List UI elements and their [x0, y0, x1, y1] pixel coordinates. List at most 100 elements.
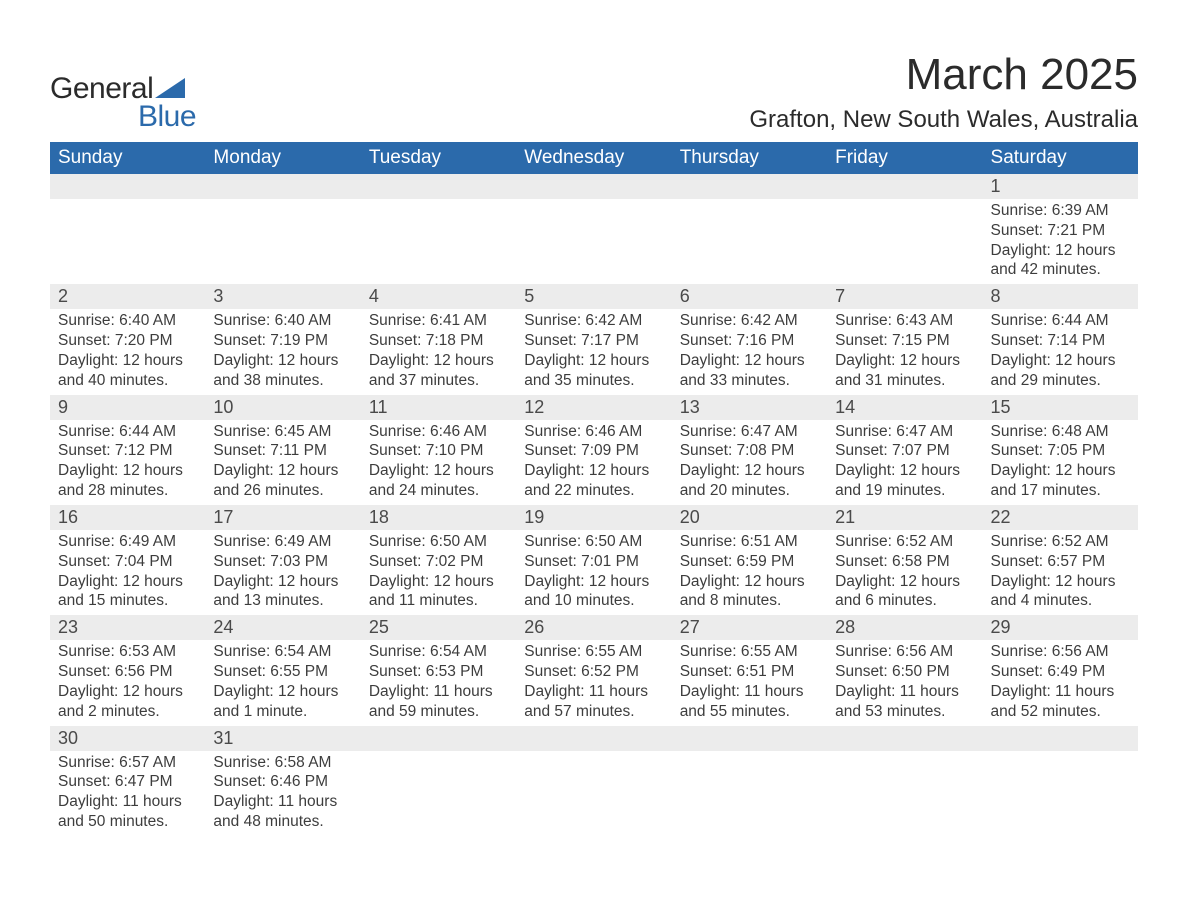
daylight-text: Daylight: 11 hours and 52 minutes.: [991, 682, 1130, 722]
sunrise-text: Sunrise: 6:47 AM: [835, 422, 974, 442]
sunrise-text: Sunrise: 6:44 AM: [58, 422, 197, 442]
day-detail-cell: Sunrise: 6:49 AMSunset: 7:04 PMDaylight:…: [50, 530, 205, 615]
sunset-text: Sunset: 7:11 PM: [213, 441, 352, 461]
weekday-header: Saturday: [983, 142, 1138, 174]
day-number-cell: 29: [983, 615, 1138, 640]
week-detail-row: Sunrise: 6:44 AMSunset: 7:12 PMDaylight:…: [50, 420, 1138, 505]
sunset-text: Sunset: 6:49 PM: [991, 662, 1130, 682]
day-detail-cell: Sunrise: 6:43 AMSunset: 7:15 PMDaylight:…: [827, 309, 982, 394]
day-number-cell: 4: [361, 284, 516, 309]
sunset-text: Sunset: 6:56 PM: [58, 662, 197, 682]
weekday-header: Sunday: [50, 142, 205, 174]
sunset-text: Sunset: 6:47 PM: [58, 772, 197, 792]
daylight-text: Daylight: 12 hours and 10 minutes.: [524, 572, 663, 612]
sunset-text: Sunset: 6:57 PM: [991, 552, 1130, 572]
week-detail-row: Sunrise: 6:40 AMSunset: 7:20 PMDaylight:…: [50, 309, 1138, 394]
day-detail-cell: [205, 199, 360, 284]
day-number-cell: [672, 726, 827, 751]
sunset-text: Sunset: 6:53 PM: [369, 662, 508, 682]
sunrise-text: Sunrise: 6:54 AM: [369, 642, 508, 662]
sunrise-text: Sunrise: 6:44 AM: [991, 311, 1130, 331]
weekday-header: Wednesday: [516, 142, 671, 174]
sunset-text: Sunset: 7:03 PM: [213, 552, 352, 572]
sunrise-text: Sunrise: 6:46 AM: [369, 422, 508, 442]
day-number-cell: [516, 726, 671, 751]
sunset-text: Sunset: 7:08 PM: [680, 441, 819, 461]
daylight-text: Daylight: 12 hours and 38 minutes.: [213, 351, 352, 391]
sunrise-text: Sunrise: 6:40 AM: [58, 311, 197, 331]
day-detail-cell: Sunrise: 6:40 AMSunset: 7:20 PMDaylight:…: [50, 309, 205, 394]
calendar-table: Sunday Monday Tuesday Wednesday Thursday…: [50, 142, 1138, 836]
day-number-cell: 25: [361, 615, 516, 640]
day-number-cell: 28: [827, 615, 982, 640]
daylight-text: Daylight: 12 hours and 1 minute.: [213, 682, 352, 722]
sunset-text: Sunset: 7:05 PM: [991, 441, 1130, 461]
daylight-text: Daylight: 12 hours and 26 minutes.: [213, 461, 352, 501]
day-number-cell: [50, 174, 205, 199]
daylight-text: Daylight: 12 hours and 40 minutes.: [58, 351, 197, 391]
day-number-cell: 8: [983, 284, 1138, 309]
sunset-text: Sunset: 6:58 PM: [835, 552, 974, 572]
day-detail-cell: Sunrise: 6:41 AMSunset: 7:18 PMDaylight:…: [361, 309, 516, 394]
day-number-cell: [361, 726, 516, 751]
sunset-text: Sunset: 7:02 PM: [369, 552, 508, 572]
daylight-text: Daylight: 12 hours and 37 minutes.: [369, 351, 508, 391]
day-number-cell: 1: [983, 174, 1138, 199]
sunrise-text: Sunrise: 6:42 AM: [680, 311, 819, 331]
daylight-text: Daylight: 11 hours and 55 minutes.: [680, 682, 819, 722]
day-number-cell: 15: [983, 395, 1138, 420]
day-detail-cell: Sunrise: 6:42 AMSunset: 7:16 PMDaylight:…: [672, 309, 827, 394]
day-detail-cell: [516, 751, 671, 836]
daylight-text: Daylight: 11 hours and 50 minutes.: [58, 792, 197, 832]
sunset-text: Sunset: 6:51 PM: [680, 662, 819, 682]
day-detail-cell: Sunrise: 6:44 AMSunset: 7:12 PMDaylight:…: [50, 420, 205, 505]
daylight-text: Daylight: 12 hours and 4 minutes.: [991, 572, 1130, 612]
sunrise-text: Sunrise: 6:57 AM: [58, 753, 197, 773]
brand-name-b: Blue: [138, 100, 196, 134]
sunset-text: Sunset: 7:19 PM: [213, 331, 352, 351]
daylight-text: Daylight: 12 hours and 35 minutes.: [524, 351, 663, 391]
day-detail-cell: Sunrise: 6:56 AMSunset: 6:50 PMDaylight:…: [827, 640, 982, 725]
sunrise-text: Sunrise: 6:39 AM: [991, 201, 1130, 221]
day-number-cell: [827, 174, 982, 199]
daylight-text: Daylight: 12 hours and 11 minutes.: [369, 572, 508, 612]
sunset-text: Sunset: 6:46 PM: [213, 772, 352, 792]
day-number-cell: 2: [50, 284, 205, 309]
day-detail-cell: Sunrise: 6:57 AMSunset: 6:47 PMDaylight:…: [50, 751, 205, 836]
sunset-text: Sunset: 6:55 PM: [213, 662, 352, 682]
day-detail-cell: Sunrise: 6:56 AMSunset: 6:49 PMDaylight:…: [983, 640, 1138, 725]
weekday-header: Tuesday: [361, 142, 516, 174]
day-detail-cell: Sunrise: 6:47 AMSunset: 7:08 PMDaylight:…: [672, 420, 827, 505]
day-detail-cell: Sunrise: 6:58 AMSunset: 6:46 PMDaylight:…: [205, 751, 360, 836]
day-number-cell: 7: [827, 284, 982, 309]
sunset-text: Sunset: 6:52 PM: [524, 662, 663, 682]
week-daynum-row: 9101112131415: [50, 395, 1138, 420]
week-daynum-row: 16171819202122: [50, 505, 1138, 530]
day-number-cell: 27: [672, 615, 827, 640]
day-detail-cell: Sunrise: 6:39 AMSunset: 7:21 PMDaylight:…: [983, 199, 1138, 284]
day-detail-cell: Sunrise: 6:51 AMSunset: 6:59 PMDaylight:…: [672, 530, 827, 615]
day-number-cell: [361, 174, 516, 199]
sunset-text: Sunset: 7:18 PM: [369, 331, 508, 351]
day-detail-cell: Sunrise: 6:48 AMSunset: 7:05 PMDaylight:…: [983, 420, 1138, 505]
day-detail-cell: Sunrise: 6:54 AMSunset: 6:53 PMDaylight:…: [361, 640, 516, 725]
day-number-cell: 9: [50, 395, 205, 420]
daylight-text: Daylight: 12 hours and 28 minutes.: [58, 461, 197, 501]
sunrise-text: Sunrise: 6:48 AM: [991, 422, 1130, 442]
sunset-text: Sunset: 7:20 PM: [58, 331, 197, 351]
sunrise-text: Sunrise: 6:51 AM: [680, 532, 819, 552]
day-number-cell: 13: [672, 395, 827, 420]
daylight-text: Daylight: 12 hours and 19 minutes.: [835, 461, 974, 501]
daylight-text: Daylight: 12 hours and 31 minutes.: [835, 351, 974, 391]
sunrise-text: Sunrise: 6:50 AM: [369, 532, 508, 552]
day-number-cell: [516, 174, 671, 199]
day-detail-cell: [361, 751, 516, 836]
day-number-cell: [827, 726, 982, 751]
day-number-cell: 16: [50, 505, 205, 530]
sunrise-text: Sunrise: 6:55 AM: [680, 642, 819, 662]
day-detail-cell: Sunrise: 6:45 AMSunset: 7:11 PMDaylight:…: [205, 420, 360, 505]
daylight-text: Daylight: 12 hours and 13 minutes.: [213, 572, 352, 612]
sunrise-text: Sunrise: 6:58 AM: [213, 753, 352, 773]
sunrise-text: Sunrise: 6:40 AM: [213, 311, 352, 331]
day-detail-cell: [672, 751, 827, 836]
